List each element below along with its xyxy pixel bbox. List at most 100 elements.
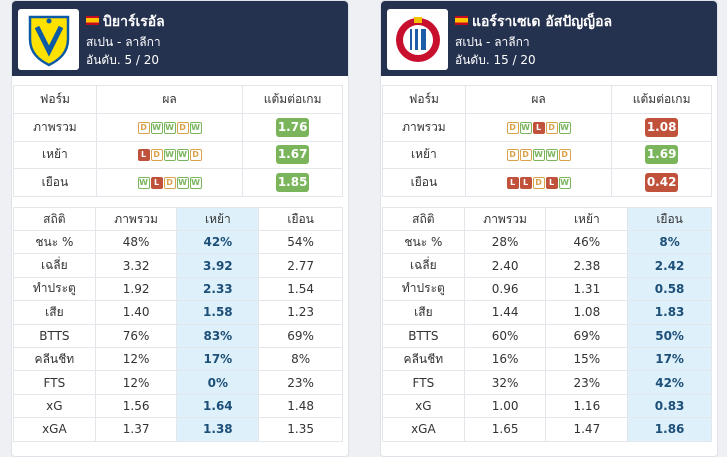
stats-header: เยือน <box>627 207 712 231</box>
espanyol-crest-icon[interactable] <box>387 9 448 70</box>
result-badge[interactable]: W <box>545 149 558 162</box>
ppg-badge: 1.08 <box>645 117 679 137</box>
spain-flag-icon <box>86 16 99 25</box>
stats-row: xG 1.00 1.16 0.83 <box>382 393 712 419</box>
stats-table: สถิติ ภาพรวม เหย้า เยือน ชนะ % 48% 42% 54% เฉลี… <box>13 207 343 442</box>
team-card-home: บิยาร์เรอัล สเปน - ลาลีกา อันดับ. 5 / 20… <box>11 0 349 457</box>
villarreal-crest-icon[interactable] <box>18 9 79 70</box>
stat-label: คลีนชีท <box>13 346 96 372</box>
result-badge[interactable]: D <box>558 149 571 162</box>
stat-value: 17% <box>176 346 260 372</box>
ppg-badge: 1.76 <box>276 117 310 137</box>
rank-label: อันดับ. 15 / 20 <box>455 53 536 67</box>
result-badge[interactable]: W <box>150 121 163 134</box>
league-label[interactable]: สเปน - ลาลีกา <box>86 35 161 49</box>
stat-value: 1.44 <box>463 300 547 325</box>
ppg-badge: 0.42 <box>645 172 679 192</box>
result-badge[interactable]: D <box>176 121 189 134</box>
ppg-badge: 1.69 <box>645 145 679 165</box>
stat-value: 1.38 <box>176 417 260 442</box>
ppg-cell: 1.69 <box>611 140 712 170</box>
team-name[interactable]: บิยาร์เรอัล <box>103 14 165 30</box>
result-badge[interactable]: W <box>519 121 532 134</box>
result-badge[interactable]: W <box>176 149 189 162</box>
result-badge[interactable]: W <box>558 121 571 134</box>
stat-value: 1.65 <box>463 417 547 442</box>
stat-value: 1.35 <box>258 417 343 442</box>
result-badge[interactable]: D <box>506 149 519 162</box>
result-badge[interactable]: L <box>150 176 163 189</box>
result-badge[interactable]: D <box>532 176 545 189</box>
form-table: ฟอร์ม ผล แต้มต่อเกม ภาพรวม D W L D W 1.08 เหย้า… <box>382 85 712 197</box>
stats-header: เยือน <box>258 207 343 231</box>
result-badge[interactable]: W <box>189 176 202 189</box>
stat-value: 42% <box>627 370 712 395</box>
result-badge[interactable]: W <box>532 149 545 162</box>
stats-row: BTTS 60% 69% 50% <box>382 323 712 348</box>
stat-value: 1.16 <box>545 393 629 419</box>
stat-value: 28% <box>463 229 547 255</box>
stat-label: xGA <box>382 417 465 442</box>
stats-row: FTS 12% 0% 23% <box>13 370 343 395</box>
ppg-badge: 1.67 <box>276 145 310 165</box>
result-badge[interactable]: L <box>519 176 532 189</box>
stat-value: 46% <box>545 229 629 255</box>
stat-value: 0.83 <box>627 393 712 419</box>
stats-table: สถิติ ภาพรวม เหย้า เยือน ชนะ % 28% 46% 8% เฉลี่… <box>382 207 712 442</box>
stat-value: 1.92 <box>94 276 178 302</box>
stats-row: เสีย 1.44 1.08 1.83 <box>382 300 712 325</box>
result-badge[interactable]: W <box>189 121 202 134</box>
result-badge[interactable]: W <box>558 176 571 189</box>
stat-value: 3.92 <box>176 253 260 278</box>
ppg-header: แต้มต่อเกม <box>242 85 343 114</box>
stat-value: 1.64 <box>176 393 260 419</box>
stats-row: xG 1.56 1.64 1.48 <box>13 393 343 419</box>
stats-header: เหย้า <box>545 207 629 231</box>
stat-value: 1.58 <box>176 300 260 325</box>
result-badge[interactable]: D <box>189 149 202 162</box>
result-badge[interactable]: D <box>506 121 519 134</box>
league-label[interactable]: สเปน - ลาลีกา <box>455 35 530 49</box>
stat-value: 2.33 <box>176 276 260 302</box>
result-badge[interactable]: D <box>545 121 558 134</box>
stat-label: ทำประตู <box>382 276 465 302</box>
form-row: เยือน L L D L W 0.42 <box>382 168 712 197</box>
stat-value: 1.37 <box>94 417 178 442</box>
ppg-cell: 0.42 <box>611 168 712 197</box>
stat-value: 60% <box>463 323 547 348</box>
result-badge[interactable]: D <box>163 176 176 189</box>
stat-value: 1.54 <box>258 276 343 302</box>
result-badge[interactable]: L <box>506 176 519 189</box>
stat-value: 15% <box>545 346 629 372</box>
result-badge[interactable]: L <box>532 121 545 134</box>
ppg-cell: 1.85 <box>242 168 343 197</box>
team-name[interactable]: แอร์ราเซเด อัสปัญญ็อล <box>472 14 613 30</box>
result-badge[interactable]: W <box>137 176 150 189</box>
result-badge[interactable]: D <box>519 149 532 162</box>
form-header: ฟอร์ม <box>13 85 97 114</box>
result-badge[interactable]: D <box>150 149 163 162</box>
form-row-label: ภาพรวม <box>13 113 97 142</box>
result-badge[interactable]: W <box>163 149 176 162</box>
stat-value: 3.32 <box>94 253 178 278</box>
stat-value: 8% <box>258 346 343 372</box>
stat-label: FTS <box>13 370 96 395</box>
stat-value: 32% <box>463 370 547 395</box>
stat-value: 1.83 <box>627 300 712 325</box>
form-row-label: เหย้า <box>13 140 97 170</box>
result-badge[interactable]: L <box>545 176 558 189</box>
form-row-label: ภาพรวม <box>382 113 466 142</box>
stat-value: 2.77 <box>258 253 343 278</box>
stat-label: xG <box>382 393 465 419</box>
ppg-cell: 1.67 <box>242 140 343 170</box>
result-badge[interactable]: L <box>137 149 150 162</box>
team-header: แอร์ราเซเด อัสปัญญ็อล สเปน - ลาลีกา อันด… <box>381 1 717 76</box>
form-row-label: เยือน <box>13 168 97 197</box>
result-badge[interactable]: D <box>137 121 150 134</box>
result-badge[interactable]: W <box>163 121 176 134</box>
result-badge[interactable]: W <box>176 176 189 189</box>
stat-value: 23% <box>258 370 343 395</box>
